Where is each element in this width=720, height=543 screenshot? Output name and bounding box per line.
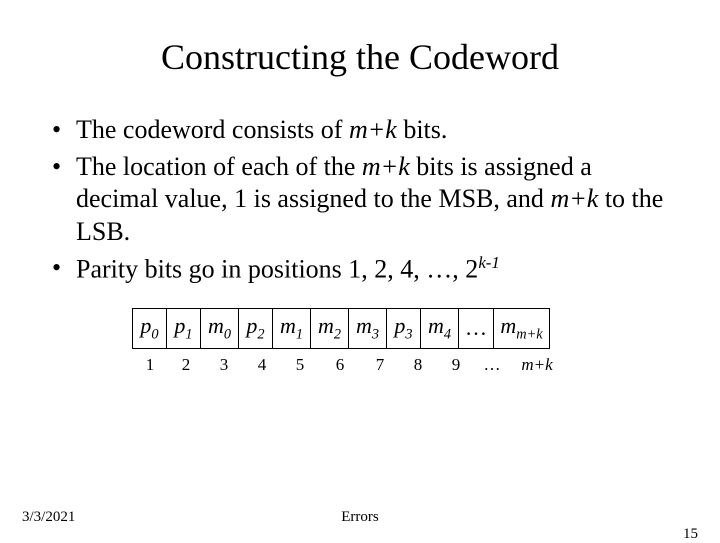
footer-date: 3/3/2021 xyxy=(22,509,75,526)
position-cell: 7 xyxy=(360,355,400,375)
codeword-cell: m0 xyxy=(201,309,239,348)
codeword-cell: … xyxy=(459,309,494,348)
b1-pre: The codeword consists of xyxy=(76,115,349,144)
bullet-1: The codeword consists of m+k bits. xyxy=(48,114,672,147)
position-cell-last: m+k xyxy=(508,355,566,375)
codeword-cell: p1 xyxy=(167,309,201,348)
position-cell: 4 xyxy=(244,355,280,375)
b1-ital: m+k xyxy=(349,115,397,144)
b2-ital: m+k xyxy=(362,152,410,181)
codeword-cell: p0 xyxy=(133,309,167,348)
positions-row: 123456789…m+k xyxy=(132,355,566,375)
slide-title: Constructing the Codeword xyxy=(48,36,672,78)
footer-center: Errors xyxy=(0,509,720,526)
position-cell: 3 xyxy=(204,355,244,375)
position-cell: 6 xyxy=(320,355,360,375)
codeword-cell: mm+k xyxy=(494,309,550,348)
footer: 3/3/2021 Errors 15 xyxy=(0,509,720,526)
codeword-table-wrap: p0p1m0p2m1m2m3p3m4…mm+k 123456789…m+k xyxy=(132,308,672,374)
position-cell: 1 xyxy=(132,355,168,375)
b2-pre: The location of each of the xyxy=(76,152,362,181)
position-cell: 9 xyxy=(436,355,476,375)
bullet-list: The codeword consists of m+k bits. The l… xyxy=(48,114,672,286)
b3-sup: k-1 xyxy=(478,253,500,272)
position-cell: 5 xyxy=(280,355,320,375)
codeword-cell: p3 xyxy=(387,309,421,348)
position-cell: 8 xyxy=(400,355,436,375)
codeword-cell: m1 xyxy=(273,309,311,348)
position-cell: … xyxy=(476,355,508,375)
footer-page: 15 xyxy=(683,526,698,543)
codeword-table: p0p1m0p2m1m2m3p3m4…mm+k xyxy=(132,308,550,348)
bullet-2: The location of each of the m+k bits is … xyxy=(48,151,672,249)
b2-ital2: m+k xyxy=(550,184,598,213)
b3-pre: Parity bits go in positions 1, 2, 4, …, … xyxy=(76,255,478,284)
b1-post: bits. xyxy=(397,115,448,144)
position-cell: 2 xyxy=(168,355,204,375)
bullet-3: Parity bits go in positions 1, 2, 4, …, … xyxy=(48,252,672,286)
codeword-cell: m4 xyxy=(421,309,459,348)
codeword-cell: m2 xyxy=(311,309,349,348)
codeword-cell: p2 xyxy=(239,309,273,348)
codeword-cell: m3 xyxy=(349,309,387,348)
